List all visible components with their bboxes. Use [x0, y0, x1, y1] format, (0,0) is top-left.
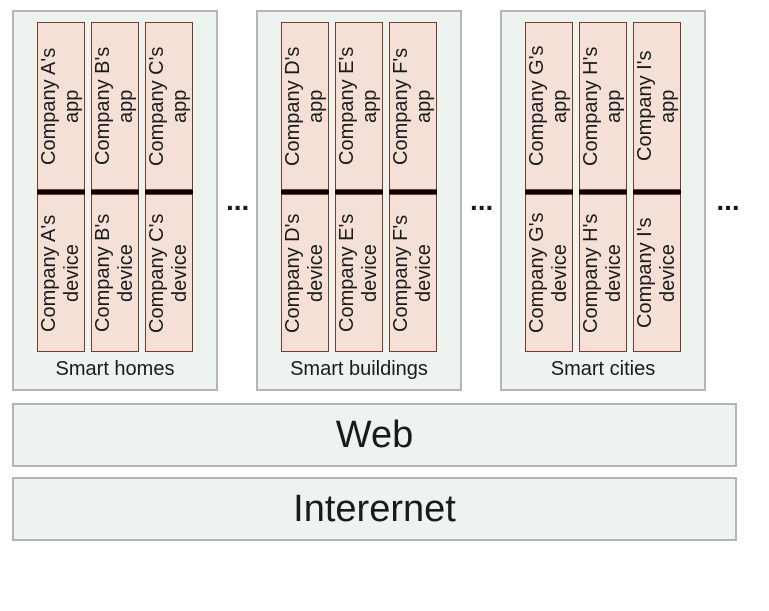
company-device-cell: Company D's device [281, 194, 329, 352]
company-column: Company G's appCompany G's device [525, 22, 573, 352]
company-column: Company A's appCompany A's device [37, 22, 85, 352]
company-app-cell: Company C's app [145, 22, 193, 190]
company-column: Company F's appCompany F's device [389, 22, 437, 352]
company-device-cell: Company B's device [91, 194, 139, 352]
foundation-band: Web [12, 403, 737, 467]
foundation-bands: Web Interernet [12, 403, 757, 541]
groups-row: Company A's appCompany A's deviceCompany… [12, 10, 757, 391]
company-device-cell: Company C's device [145, 194, 193, 352]
company-device-cell: Company F's device [389, 194, 437, 352]
company-device-cell: Company G's device [525, 194, 573, 352]
company-device-cell: Company I's device [633, 194, 681, 352]
company-app-cell: Company A's app [37, 22, 85, 190]
company-device-cell: Company E's device [335, 194, 383, 352]
foundation-band-label: Interernet [293, 488, 456, 531]
company-app-cell: Company H's app [579, 22, 627, 190]
ellipsis: ... [714, 185, 742, 217]
ellipsis: ... [470, 185, 492, 217]
company-device-cell: Company H's device [579, 194, 627, 352]
company-device-cell: Company A's device [37, 194, 85, 352]
company-column: Company B's appCompany B's device [91, 22, 139, 352]
domain-columns: Company A's appCompany A's deviceCompany… [27, 12, 203, 352]
domain-columns: Company G's appCompany G's deviceCompany… [515, 12, 691, 352]
ellipsis: ... [226, 185, 248, 217]
domain-label: Smart buildings [290, 352, 428, 389]
foundation-band-label: Web [336, 414, 413, 457]
company-column: Company I's appCompany I's device [633, 22, 681, 352]
domain-group: Company A's appCompany A's deviceCompany… [12, 10, 218, 391]
diagram-stage: Company A's appCompany A's deviceCompany… [0, 0, 769, 611]
company-app-cell: Company D's app [281, 22, 329, 190]
company-app-cell: Company F's app [389, 22, 437, 190]
domain-columns: Company D's appCompany D's deviceCompany… [271, 12, 447, 352]
company-column: Company D's appCompany D's device [281, 22, 329, 352]
domain-group: Company D's appCompany D's deviceCompany… [256, 10, 462, 391]
company-app-cell: Company E's app [335, 22, 383, 190]
foundation-band: Interernet [12, 477, 737, 541]
company-app-cell: Company B's app [91, 22, 139, 190]
domain-label: Smart cities [551, 352, 655, 389]
company-app-cell: Company I's app [633, 22, 681, 190]
domain-label: Smart homes [56, 352, 175, 389]
company-column: Company C's appCompany C's device [145, 22, 193, 352]
company-app-cell: Company G's app [525, 22, 573, 190]
company-column: Company H's appCompany H's device [579, 22, 627, 352]
company-column: Company E's appCompany E's device [335, 22, 383, 352]
domain-group: Company G's appCompany G's deviceCompany… [500, 10, 706, 391]
